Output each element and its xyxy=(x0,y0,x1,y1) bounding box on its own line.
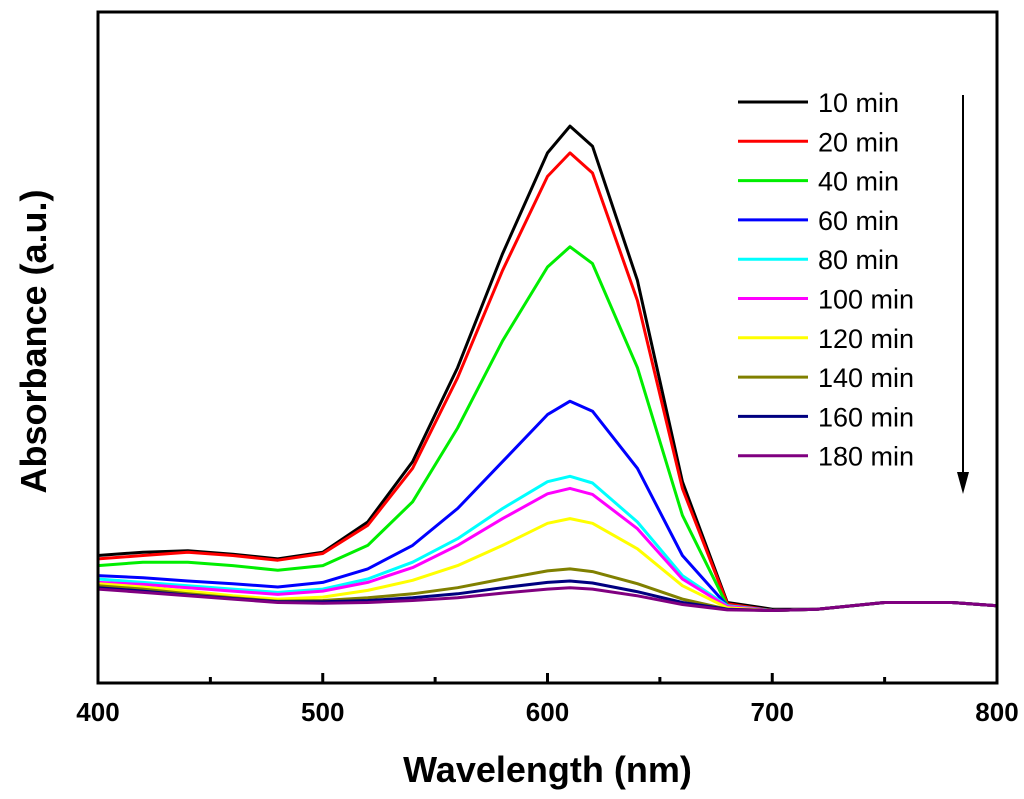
legend-label: 10 min xyxy=(818,88,899,118)
series-line-9 xyxy=(96,586,999,612)
trend-arrow-icon xyxy=(957,95,969,494)
x-axis-title: Wavelength (nm) xyxy=(403,749,692,790)
legend-label: 80 min xyxy=(818,245,899,275)
x-tick-label: 400 xyxy=(76,697,119,727)
arrow-head xyxy=(957,472,969,494)
x-tick-label: 800 xyxy=(975,697,1018,727)
x-tick-label: 700 xyxy=(751,697,794,727)
legend-label: 120 min xyxy=(818,324,914,354)
legend-label: 140 min xyxy=(818,363,914,393)
plot-curves xyxy=(96,124,999,612)
legend: 10 min 20 min 40 min 60 min 80 min 100 min 120… xyxy=(738,88,914,472)
legend-label: 180 min xyxy=(818,442,914,472)
legend-label: 160 min xyxy=(818,402,914,432)
x-axis-tick-labels: 400 500 600 700 800 xyxy=(76,697,1018,727)
legend-label: 40 min xyxy=(818,167,899,197)
x-tick-label: 500 xyxy=(301,697,344,727)
x-axis-ticks xyxy=(96,673,999,683)
y-axis-title: Absorbance (a.u.) xyxy=(13,189,54,493)
legend-label: 60 min xyxy=(818,206,899,236)
legend-label: 100 min xyxy=(818,285,914,315)
series-line-5 xyxy=(96,486,999,612)
x-tick-label: 600 xyxy=(526,697,569,727)
series-line-3 xyxy=(96,399,999,612)
legend-label: 20 min xyxy=(818,127,899,157)
